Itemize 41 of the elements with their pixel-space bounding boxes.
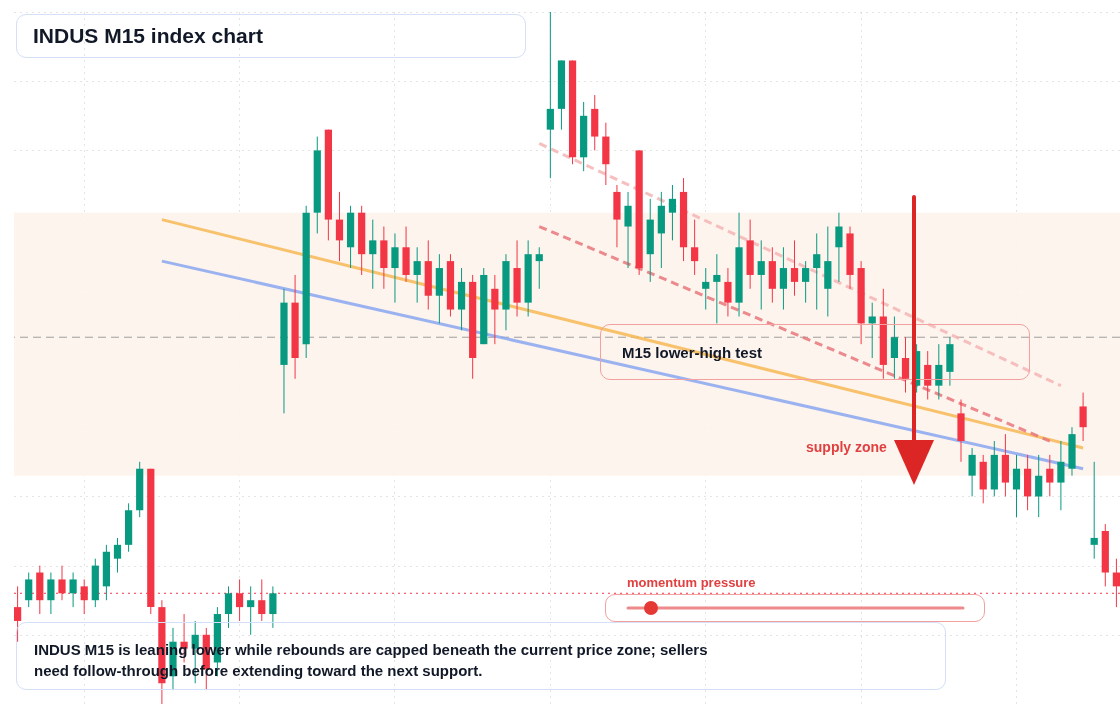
candlestick: [1079, 392, 1087, 442]
candlestick: [47, 572, 55, 615]
candlestick: [790, 239, 799, 297]
candlestick: [413, 246, 421, 304]
candlestick: [535, 246, 543, 290]
candlestick: [757, 239, 765, 311]
candlestick: [491, 274, 499, 345]
candlestick: [724, 267, 732, 317]
candlestick: [369, 219, 377, 290]
candlestick: [546, 11, 554, 179]
candlestick: [691, 219, 699, 276]
candlestick: [1057, 440, 1065, 511]
candlestick: [802, 260, 810, 304]
text: INDUS M15 index chart: [16, 14, 526, 58]
candlestick: [247, 585, 255, 636]
candlestick: [935, 343, 943, 401]
candlestick: [702, 267, 710, 311]
candlestick: [1046, 454, 1054, 497]
candlestick: [813, 232, 821, 311]
candlestick: [113, 537, 122, 574]
candlestick: [779, 246, 788, 311]
candlestick: [835, 212, 843, 283]
candlestick: [668, 184, 677, 241]
candlestick: [868, 302, 876, 359]
candlestick: [335, 191, 344, 262]
candlestick: [713, 253, 721, 324]
candlestick: [624, 191, 632, 269]
candlestick: [968, 447, 976, 497]
candlestick: [901, 336, 910, 394]
candlestick: [69, 572, 77, 608]
candlestick: [890, 315, 899, 380]
candlestick: [269, 585, 277, 629]
candlestick: [924, 350, 932, 401]
candlestick: [1090, 461, 1098, 560]
candlestick: [1012, 454, 1021, 518]
candlestick: [224, 585, 233, 629]
band-label: supply zone: [806, 439, 887, 455]
candlestick: [1035, 454, 1043, 518]
candlestick: [25, 572, 33, 608]
annotation: momentum pressure: [627, 575, 756, 590]
candlestick: [391, 232, 399, 304]
